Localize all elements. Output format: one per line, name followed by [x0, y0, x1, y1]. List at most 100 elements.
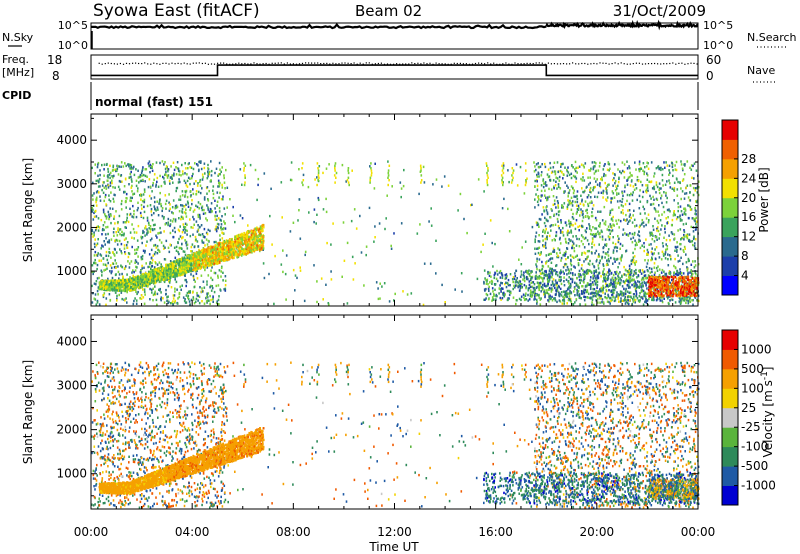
power-cell [115, 238, 118, 242]
power-cell [671, 165, 674, 169]
power-cell [654, 257, 657, 260]
power-cell [133, 299, 135, 303]
noise-tick-bottom: 10^0 [58, 39, 88, 52]
power-cell [302, 183, 304, 187]
power-cell [627, 176, 630, 179]
power-cell [136, 248, 139, 251]
power-cell [561, 302, 564, 305]
power-cell [631, 258, 634, 262]
power-cell [435, 272, 437, 275]
power-cell [316, 162, 319, 165]
power-cell [313, 264, 315, 267]
power-cell [201, 205, 204, 208]
power-cell [691, 240, 694, 243]
power-cell [241, 246, 243, 249]
power-cell [215, 218, 218, 221]
power-cell [695, 216, 697, 219]
power-cell [667, 253, 669, 256]
power-cell [581, 285, 583, 288]
power-cell [184, 253, 187, 257]
power-cell [149, 298, 151, 301]
power-cell [172, 294, 175, 297]
power-cell [679, 259, 681, 262]
power-cell [574, 301, 576, 304]
power-cell [153, 228, 156, 231]
power-cell [643, 170, 646, 174]
nave-dot [490, 63, 492, 65]
power-cell [632, 236, 635, 239]
nave-dot [262, 63, 264, 65]
power-cell [103, 186, 106, 189]
power-cell [163, 280, 166, 284]
power-cell [195, 297, 198, 301]
power-cell [120, 291, 123, 294]
power-cell [542, 239, 544, 242]
power-cell [183, 227, 186, 230]
power-cell [626, 179, 628, 182]
power-cell [141, 254, 144, 258]
power-cell [190, 166, 193, 169]
power-cell [111, 270, 113, 273]
power-cell [690, 263, 693, 266]
power-cell [567, 186, 569, 189]
power-cell [387, 176, 389, 179]
power-cell [101, 279, 104, 283]
power-cell [129, 199, 131, 202]
power-cell [282, 249, 284, 252]
power-cell [192, 192, 195, 196]
power-cell [537, 247, 539, 250]
power-cell [562, 162, 564, 166]
power-cell [609, 211, 612, 214]
power-cell [201, 290, 204, 293]
power-cell [548, 288, 550, 291]
power-cell [108, 198, 110, 201]
date-title: 31/Oct/2009 [613, 2, 706, 20]
power-cell [140, 198, 142, 201]
power-cell [579, 202, 582, 205]
power-cell [97, 229, 100, 232]
power-cell [163, 181, 165, 184]
power-cell [98, 178, 101, 181]
power-cell [487, 167, 489, 170]
power-cell [584, 189, 586, 193]
power-cell [141, 236, 144, 239]
power-cell [547, 175, 550, 179]
power-cell [139, 297, 141, 300]
power-cell [214, 199, 216, 202]
power-cell [105, 226, 107, 229]
power-cell [526, 177, 528, 180]
nave-dot [280, 62, 282, 64]
power-cell [97, 185, 100, 188]
power-cell [173, 168, 176, 172]
power-cell [302, 179, 305, 182]
power-cell [132, 165, 135, 169]
freq-panel-frame [90, 54, 699, 80]
power-cell [143, 200, 146, 204]
power-cell [634, 301, 636, 304]
power-cell [646, 186, 649, 189]
power-cell [482, 243, 484, 246]
power-cell [570, 196, 573, 199]
power-cell [570, 176, 573, 180]
power-cell [557, 201, 559, 205]
power-cell [166, 176, 169, 179]
power-cell [204, 265, 206, 268]
power-cell [156, 244, 159, 248]
power-cell [142, 193, 145, 196]
power-cell [599, 231, 601, 235]
power-cell [574, 227, 577, 231]
power-cell [589, 201, 591, 205]
power-cell [200, 290, 203, 293]
power-cell [606, 228, 609, 231]
power-cell [584, 236, 587, 240]
nave-dot [229, 63, 231, 65]
power-cell [633, 231, 636, 235]
power-cell [194, 300, 197, 303]
power-cell [581, 179, 584, 182]
power-cell [628, 209, 631, 212]
power-cell [576, 237, 578, 241]
power-cell [308, 211, 310, 214]
power-cell [692, 243, 694, 247]
power-cell [118, 293, 120, 297]
power-cell [108, 213, 110, 216]
